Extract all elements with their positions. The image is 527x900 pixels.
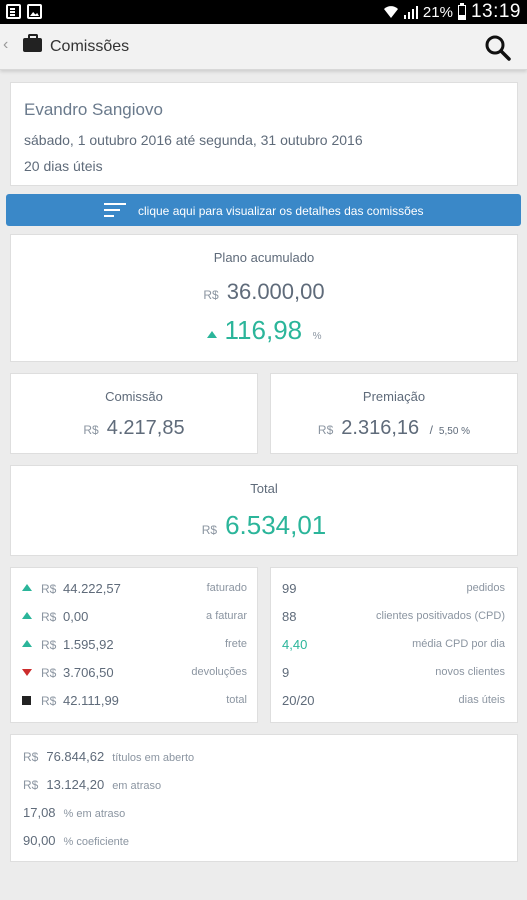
sales-label: devoluções xyxy=(191,666,247,678)
late-titles-value: 13.124,20 xyxy=(46,777,105,792)
sales-row: R$ 42.111,99 total xyxy=(11,692,257,712)
arrow-up-icon xyxy=(22,640,32,647)
sales-currency: R$ xyxy=(41,694,57,708)
search-button[interactable] xyxy=(484,34,512,62)
late-titles-label: em atraso xyxy=(112,780,162,792)
premium-percent: 5,50 % xyxy=(438,426,471,437)
premium-separator: / xyxy=(429,423,433,437)
open-titles-row: R$ 76.844,62 títulos em aberto xyxy=(23,749,194,764)
stats-value: 99 xyxy=(282,581,297,596)
sales-label: frete xyxy=(224,638,247,650)
stats-label: novos clientes xyxy=(435,666,505,678)
coefficient-row: 90,00 % coeficiente xyxy=(23,833,129,848)
clock: 13:19 xyxy=(470,1,521,22)
sales-card: R$ 44.222,57 faturado R$ 0,00 a faturar … xyxy=(10,567,258,723)
late-percent-value: 17,08 xyxy=(23,805,56,820)
battery-percent: 21% xyxy=(422,3,453,21)
arrow-up-icon xyxy=(22,612,32,619)
premium-currency: R$ xyxy=(317,423,334,437)
open-titles-currency: R$ xyxy=(23,750,39,764)
stats-row: 9 novos clientes xyxy=(271,664,517,684)
period-range: sábado, 1 outubro 2016 até segunda, 31 o… xyxy=(24,132,363,148)
late-titles-row: R$ 13.124,20 em atraso xyxy=(23,777,161,792)
total-card: Total R$ 6.534,01 xyxy=(10,465,518,556)
briefcase-icon xyxy=(23,34,42,52)
commission-value: 4.217,85 xyxy=(106,417,185,439)
sales-label: faturado xyxy=(206,582,247,594)
sales-currency: R$ xyxy=(41,610,57,624)
plan-percent-sign: % xyxy=(312,331,322,342)
commission-card: Comissão R$ 4.217,85 xyxy=(10,373,258,454)
stats-value: 20/20 xyxy=(282,693,315,708)
stats-row: 20/20 dias úteis xyxy=(271,692,517,712)
stats-label: pedidos xyxy=(466,582,505,594)
stats-label: clientes positivados (CPD) xyxy=(376,610,505,622)
seller-card: Evandro Sangiovo sábado, 1 outubro 2016 … xyxy=(10,82,518,186)
details-button-label: clique aqui para visualizar os detalhes … xyxy=(138,204,424,218)
total-value: 6.534,01 xyxy=(225,510,327,540)
seller-name: Evandro Sangiovo xyxy=(24,100,163,119)
app-bar: ‹ Comissões xyxy=(0,24,527,70)
stats-value: 9 xyxy=(282,665,290,680)
arrow-up-icon xyxy=(206,331,217,339)
stats-value: 88 xyxy=(282,609,297,624)
sales-row: R$ 1.595,92 frete xyxy=(11,636,257,656)
sales-currency: R$ xyxy=(41,666,57,680)
back-button[interactable]: ‹ xyxy=(3,36,9,53)
open-titles-value: 76.844,62 xyxy=(46,749,105,764)
sales-value: 0,00 xyxy=(63,609,89,624)
total-currency: R$ xyxy=(201,523,218,537)
stats-row: 88 clientes positivados (CPD) xyxy=(271,608,517,628)
stats-label: média CPD por dia xyxy=(412,638,505,650)
notification-image-icon xyxy=(27,4,42,19)
premium-value: 2.316,16 xyxy=(341,417,420,439)
sales-value: 3.706,50 xyxy=(63,665,114,680)
sales-row: R$ 0,00 a faturar xyxy=(11,608,257,628)
late-percent-label: % em atraso xyxy=(63,808,126,820)
commission-currency: R$ xyxy=(83,423,99,437)
sales-label: total xyxy=(226,694,247,706)
plan-value: 36.000,00 xyxy=(226,279,325,304)
commission-title: Comissão xyxy=(105,389,163,404)
open-titles-label: títulos em aberto xyxy=(112,752,195,764)
premium-title: Premiação xyxy=(362,389,426,404)
late-titles-currency: R$ xyxy=(23,778,39,792)
arrow-up-icon xyxy=(22,584,32,591)
wifi-icon xyxy=(383,6,398,18)
plan-percent: 116,98 xyxy=(224,315,303,345)
stats-row: 99 pedidos xyxy=(271,580,517,600)
page-title: Comissões xyxy=(50,38,130,55)
coefficient-value: 90,00 xyxy=(23,833,56,848)
late-percent-row: 17,08 % em atraso xyxy=(23,805,125,820)
titles-card: R$ 76.844,62 títulos em aberto R$ 13.124,20… xyxy=(10,734,518,862)
sales-row: R$ 44.222,57 faturado xyxy=(11,580,257,600)
sales-label: a faturar xyxy=(206,610,247,622)
total-title: Total xyxy=(250,481,278,496)
sales-currency: R$ xyxy=(41,582,57,596)
details-button[interactable]: clique aqui para visualizar os detalhes … xyxy=(6,194,521,226)
plan-currency: R$ xyxy=(203,288,219,302)
signal-icon xyxy=(403,6,418,19)
filter-icon xyxy=(104,203,126,217)
plan-card: Plano acumulado R$ 36.000,00 116,98 % xyxy=(10,234,518,362)
stats-row: 4,40 média CPD por dia xyxy=(271,636,517,656)
sales-row: R$ 3.706,50 devoluções xyxy=(11,664,257,684)
status-bar: 21% 13:19 xyxy=(0,0,527,24)
coefficient-label: % coeficiente xyxy=(63,836,129,848)
plan-title: Plano acumulado xyxy=(213,250,315,265)
stats-label: dias úteis xyxy=(458,694,505,706)
workdays-count: 20 dias úteis xyxy=(24,158,103,174)
sales-value: 44.222,57 xyxy=(63,581,121,596)
premium-card: Premiação R$ 2.316,16 / 5,50 % xyxy=(270,373,518,454)
battery-icon xyxy=(457,2,466,20)
sales-value: 42.111,99 xyxy=(63,693,119,708)
sales-currency: R$ xyxy=(41,638,57,652)
stats-card: 99 pedidos 88 clientes positivados (CPD)… xyxy=(270,567,518,723)
notification-doc-icon xyxy=(6,4,21,19)
arrow-down-icon xyxy=(22,669,32,676)
square-icon xyxy=(22,696,31,705)
stats-value: 4,40 xyxy=(282,637,308,652)
sales-value: 1.595,92 xyxy=(63,637,114,652)
